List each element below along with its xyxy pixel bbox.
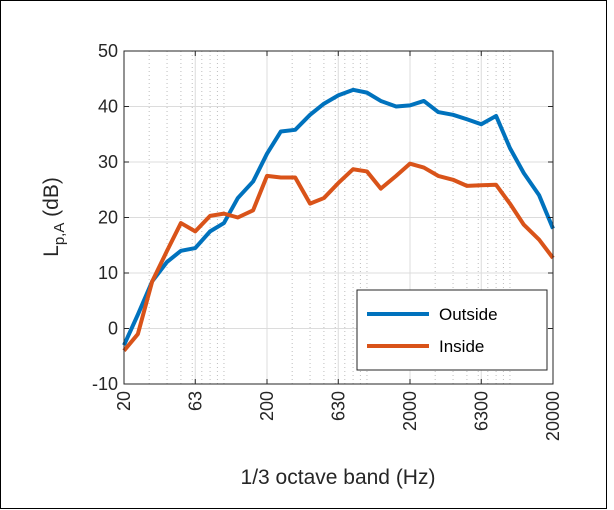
y-axis-label: Lp,A (dB) <box>40 177 68 257</box>
series-line-inside <box>122 161 555 352</box>
y-tick-label: 0 <box>108 319 118 339</box>
legend-box <box>356 289 548 371</box>
axes: -10 0 10 20 30 40 50 20 63 200 630 2000 6300 20000 <box>92 41 563 441</box>
y-tick-label: 30 <box>98 152 118 172</box>
data-lines <box>122 87 555 352</box>
legend-label-inside: Inside <box>439 337 484 356</box>
y-tick-label: 10 <box>98 263 118 283</box>
y-axis-label-subscript: p,A <box>51 223 68 246</box>
y-tick-label: 20 <box>98 208 118 228</box>
x-axis-label: 1/3 octave band (Hz) <box>241 466 436 489</box>
y-tick-label: -10 <box>92 374 118 394</box>
x-tick-label: 20 <box>114 391 134 411</box>
y-tick-label: 40 <box>98 97 118 117</box>
legend-label-outside: Outside <box>439 305 498 324</box>
legend: Outside Inside <box>356 289 548 371</box>
x-tick-label: 2000 <box>400 391 420 431</box>
x-tick-label: 200 <box>257 391 277 421</box>
y-tick-label: 50 <box>98 41 118 61</box>
x-tick-label: 6300 <box>471 391 491 431</box>
y-axis-label-main: L <box>40 245 63 257</box>
series-line-outside <box>122 87 555 346</box>
y-axis-label-unit: (dB) <box>40 177 63 223</box>
x-tick-label: 20000 <box>543 391 563 441</box>
x-tick-label: 63 <box>185 391 205 411</box>
x-tick-label: 630 <box>328 391 348 421</box>
